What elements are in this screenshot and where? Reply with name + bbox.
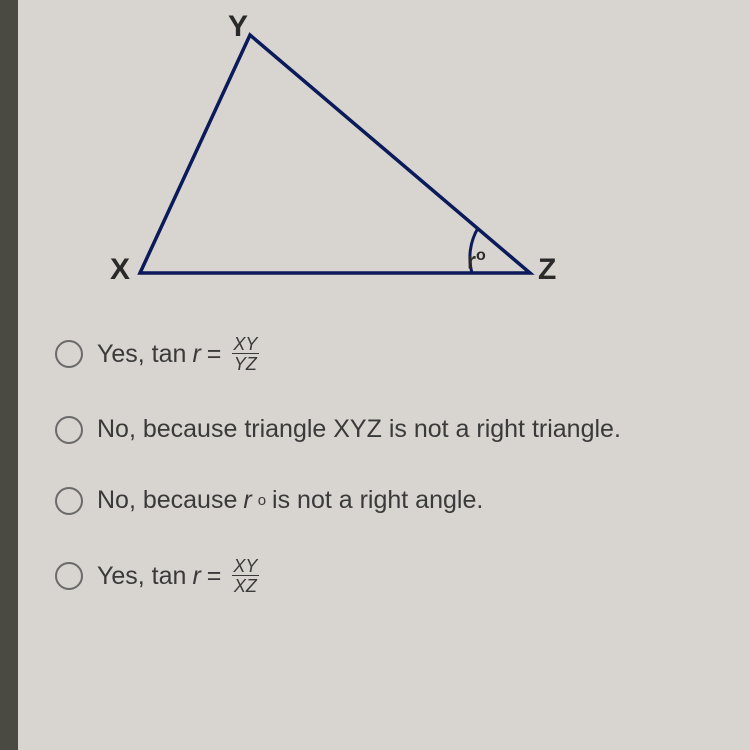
- triangle-svg: [100, 15, 570, 295]
- text-suffix: is not a right angle.: [272, 486, 483, 515]
- option-b-text: No, because triangle XYZ is not a right …: [97, 415, 621, 444]
- option-a[interactable]: Yes, tan r = XY YZ: [55, 335, 695, 373]
- text-sup: o: [258, 492, 266, 509]
- angle-degree: o: [476, 247, 486, 264]
- option-d-text: Yes, tan r = XY XZ: [97, 557, 259, 595]
- question-page: Y X Z ro Yes, tan r = XY YZ No, because …: [0, 0, 750, 750]
- text-mid: =: [207, 562, 222, 591]
- text-var: r: [243, 486, 251, 515]
- fraction: XY YZ: [231, 335, 259, 373]
- fraction-denominator: XZ: [232, 575, 259, 595]
- triangle-polygon: [140, 35, 530, 273]
- option-d[interactable]: Yes, tan r = XY XZ: [55, 557, 695, 595]
- option-c[interactable]: No, because ro is not a right angle.: [55, 486, 695, 515]
- option-c-text: No, because ro is not a right angle.: [97, 486, 483, 515]
- left-shadow-edge: [0, 0, 18, 750]
- text-full: No, because triangle XYZ is not a right …: [97, 415, 621, 444]
- angle-var: r: [467, 248, 476, 274]
- vertex-label-y: Y: [228, 10, 248, 44]
- fraction-numerator: XY: [231, 335, 259, 353]
- radio-icon[interactable]: [55, 340, 83, 368]
- vertex-label-z: Z: [538, 253, 556, 287]
- vertex-label-x: X: [110, 253, 130, 287]
- angle-label-r: ro: [467, 247, 486, 275]
- text-mid: =: [207, 340, 222, 369]
- option-b[interactable]: No, because triangle XYZ is not a right …: [55, 415, 695, 444]
- text-prefix: Yes, tan: [97, 562, 186, 591]
- fraction-numerator: XY: [231, 557, 259, 575]
- fraction-denominator: YZ: [232, 353, 259, 373]
- radio-icon[interactable]: [55, 562, 83, 590]
- fraction: XY XZ: [231, 557, 259, 595]
- text-var: r: [192, 340, 200, 369]
- text-var: r: [192, 562, 200, 591]
- text-prefix: Yes, tan: [97, 340, 186, 369]
- text-prefix: No, because: [97, 486, 237, 515]
- option-a-text: Yes, tan r = XY YZ: [97, 335, 259, 373]
- answer-options: Yes, tan r = XY YZ No, because triangle …: [55, 335, 695, 637]
- radio-icon[interactable]: [55, 416, 83, 444]
- radio-icon[interactable]: [55, 487, 83, 515]
- triangle-figure: Y X Z ro: [100, 15, 570, 295]
